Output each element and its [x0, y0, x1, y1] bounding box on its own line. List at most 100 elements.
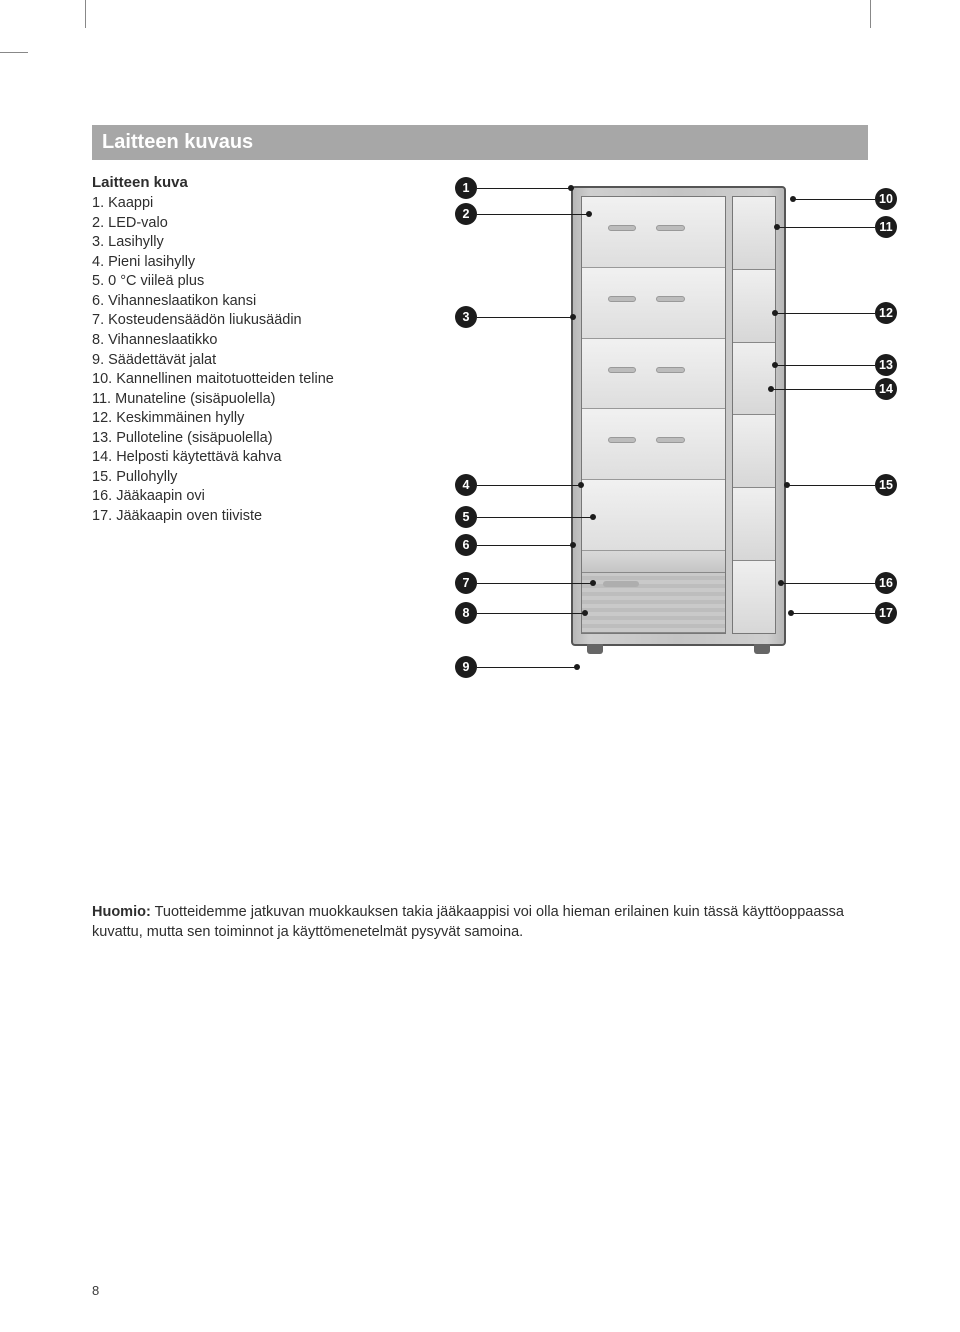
- page-number: 8: [92, 1283, 99, 1298]
- parts-list-item: 4. Pieni lasihylly: [92, 253, 437, 273]
- parts-list-item: 3. Lasihylly: [92, 233, 437, 253]
- small-shelf: [582, 480, 725, 551]
- callout-dot: [790, 196, 796, 202]
- part-number: 4.: [92, 254, 108, 270]
- callout-dot: [586, 211, 592, 217]
- callout-leader-line: [787, 485, 875, 486]
- callout-bubble: 3: [455, 306, 477, 328]
- parts-list-item: 17. Jääkaapin oven tiiviste: [92, 507, 437, 527]
- part-number: 6.: [92, 293, 108, 309]
- part-number: 11.: [92, 391, 115, 407]
- part-number: 16.: [92, 488, 116, 504]
- parts-list-item: 8. Vihanneslaatikko: [92, 331, 437, 351]
- part-label: Kannellinen maitotuotteiden teline: [116, 371, 334, 387]
- part-label: Jääkaapin oven tiiviste: [116, 508, 262, 524]
- callout-leader-line: [477, 667, 577, 668]
- door-shelf: [733, 343, 775, 416]
- part-label: Kaappi: [108, 195, 153, 211]
- callout-6: 6: [455, 534, 573, 556]
- callout-dot: [568, 185, 574, 191]
- parts-list-item: 11. Munateline (sisäpuolella): [92, 390, 437, 410]
- callout-dot: [784, 482, 790, 488]
- callout-bubble: 8: [455, 602, 477, 624]
- callout-4: 4: [455, 474, 581, 496]
- callout-leader-line: [777, 227, 875, 228]
- callout-12: 12: [775, 302, 897, 324]
- callout-bubble: 2: [455, 203, 477, 225]
- fridge-outline: [571, 186, 786, 646]
- parts-list-item: 16. Jääkaapin ovi: [92, 487, 437, 507]
- callout-bubble: 5: [455, 506, 477, 528]
- callout-leader-line: [775, 313, 875, 314]
- parts-list-item: 15. Pullohylly: [92, 468, 437, 488]
- part-label: Vihanneslaatikko: [108, 332, 217, 348]
- shelf: [582, 268, 725, 339]
- part-label: 0 °C viileä plus: [108, 273, 204, 289]
- callout-leader-line: [781, 583, 875, 584]
- part-label: Pullohylly: [116, 469, 177, 485]
- part-label: Pulloteline (sisäpuolella): [116, 430, 272, 446]
- callout-dot: [582, 610, 588, 616]
- part-number: 14.: [92, 449, 116, 465]
- callout-bubble: 11: [875, 216, 897, 238]
- shelf: [582, 409, 725, 480]
- shelf: [582, 197, 725, 268]
- part-number: 9.: [92, 352, 108, 368]
- notice-text: Tuotteidemme jatkuvan muokkauksen takia …: [92, 904, 844, 940]
- callout-leader-line: [793, 199, 875, 200]
- parts-list-column: Laitteen kuva 1. Kaappi2. LED-valo3. Las…: [92, 174, 437, 682]
- callout-leader-line: [771, 389, 875, 390]
- callout-14: 14: [771, 378, 897, 400]
- fridge-door: [732, 196, 776, 634]
- parts-list-item: 5. 0 °C viileä plus: [92, 272, 437, 292]
- section-banner: Laitteen kuvaus: [92, 125, 868, 160]
- callout-bubble: 13: [875, 354, 897, 376]
- callout-1: 1: [455, 177, 571, 199]
- fridge-diagram: 1234567891011121314151617: [461, 174, 891, 682]
- callout-dot: [774, 224, 780, 230]
- part-number: 10.: [92, 371, 116, 387]
- notice-label: Huomio:: [92, 904, 151, 920]
- callout-bubble: 6: [455, 534, 477, 556]
- parts-list-item: 7. Kosteudensäädön liukusäädin: [92, 311, 437, 331]
- adjustable-feet: [587, 644, 770, 654]
- parts-list-item: 1. Kaappi: [92, 194, 437, 214]
- part-label: Keskimmäinen hylly: [116, 410, 244, 426]
- callout-3: 3: [455, 306, 573, 328]
- callout-bubble: 7: [455, 572, 477, 594]
- callout-bubble: 9: [455, 656, 477, 678]
- part-label: Munateline (sisäpuolella): [115, 391, 275, 407]
- callout-dot: [778, 580, 784, 586]
- callout-10: 10: [793, 188, 897, 210]
- callout-leader-line: [477, 613, 585, 614]
- callout-8: 8: [455, 602, 585, 624]
- part-label: Pieni lasihylly: [108, 254, 195, 270]
- callout-bubble: 12: [875, 302, 897, 324]
- part-number: 15.: [92, 469, 116, 485]
- callout-dot: [772, 362, 778, 368]
- part-number: 5.: [92, 273, 108, 289]
- callout-leader-line: [477, 188, 571, 189]
- callout-bubble: 4: [455, 474, 477, 496]
- part-label: LED-valo: [108, 215, 168, 231]
- crisper-cover: [582, 551, 725, 573]
- parts-list-item: 14. Helposti käytettävä kahva: [92, 448, 437, 468]
- part-label: Säädettävät jalat: [108, 352, 216, 368]
- callout-bubble: 15: [875, 474, 897, 496]
- callout-2: 2: [455, 203, 589, 225]
- shelf: [582, 339, 725, 410]
- page-content: Laitteen kuvaus Laitteen kuva 1. Kaappi2…: [0, 0, 960, 983]
- callout-dot: [570, 314, 576, 320]
- part-label: Lasihylly: [108, 234, 164, 250]
- callout-11: 11: [777, 216, 897, 238]
- callout-17: 17: [791, 602, 897, 624]
- door-shelf: [733, 561, 775, 633]
- list-title: Laitteen kuva: [92, 174, 437, 191]
- part-number: 17.: [92, 508, 116, 524]
- callout-dot: [772, 310, 778, 316]
- callout-dot: [574, 664, 580, 670]
- part-number: 13.: [92, 430, 116, 446]
- crisper-drawer: [582, 573, 725, 633]
- parts-list-item: 6. Vihanneslaatikon kansi: [92, 292, 437, 312]
- part-label: Helposti käytettävä kahva: [116, 449, 281, 465]
